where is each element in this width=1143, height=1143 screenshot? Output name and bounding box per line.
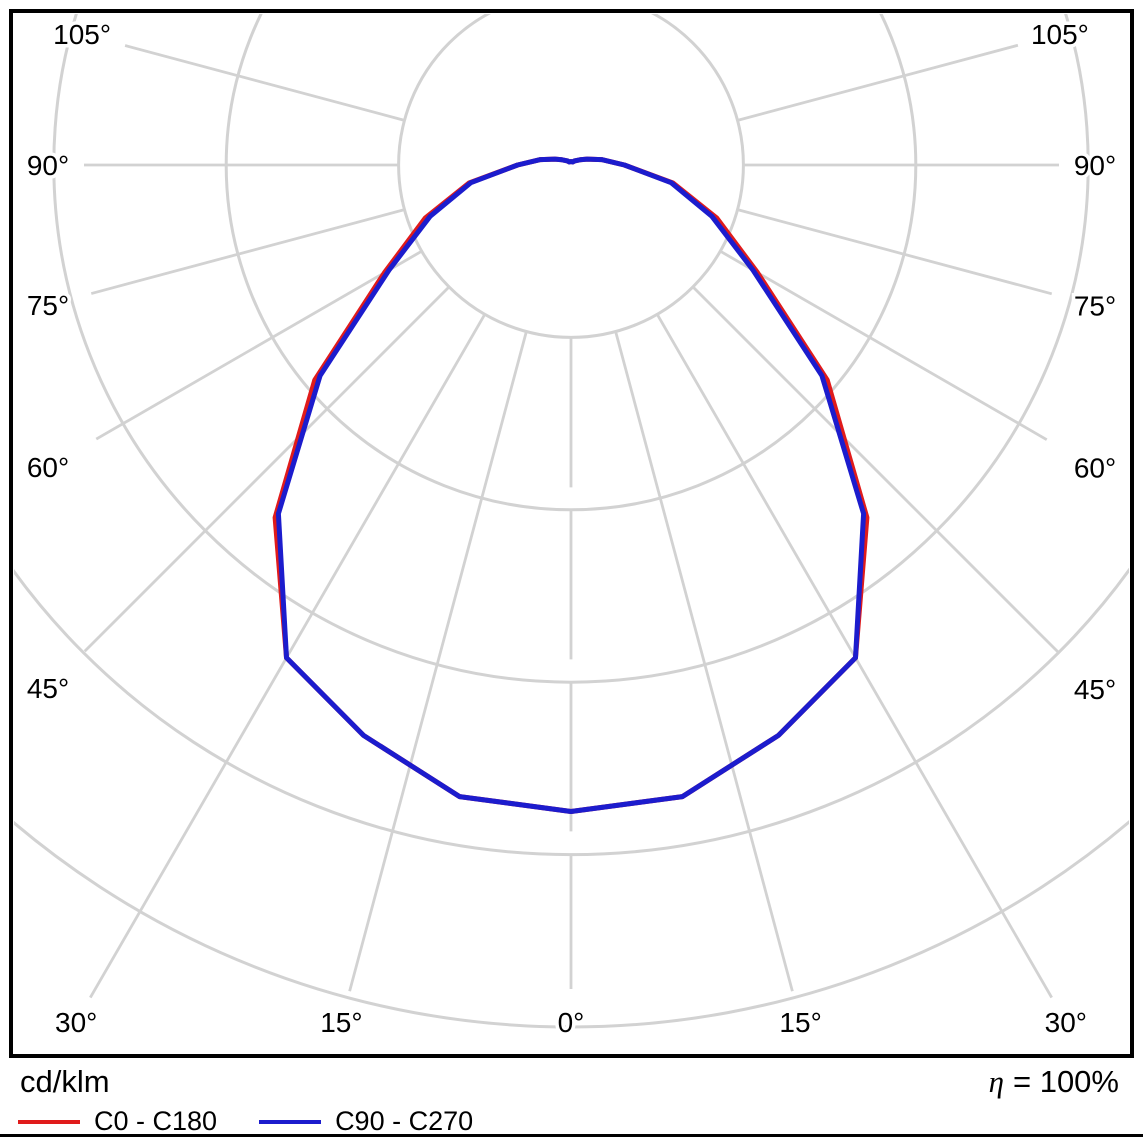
angle-label: 15° [320,1007,362,1038]
grid-radial-line [737,43,1019,122]
grid-radial-line [83,285,451,653]
angle-label: 75° [1074,290,1116,321]
grid-radial-line [124,44,405,122]
legend-label-c0-c180: C0 - C180 [94,1106,218,1136]
unit-label: cd/klm [20,1064,110,1099]
angle-label: 105° [53,19,111,50]
curve-c90-c270 [275,156,867,814]
angle-label: 30° [1045,1007,1087,1038]
polar-chart: 0° 15° 15° 30° 30° 45° 45° 60° 60° 75° 75° 90° 90° 10… [9,9,1134,1058]
angle-label: 30° [55,1007,97,1038]
angle-label: 90° [27,150,69,181]
angle-label: 90° [1074,150,1116,181]
grid-ring [14,819,1129,1029]
footer-row: cd/klm η = 100% [20,1064,1119,1100]
bottom-rule [0,1134,1143,1137]
efficiency-label: η = 100% [989,1064,1119,1100]
chart-footer: cd/klm η = 100% C0 - C180 C90 - C270 [0,1060,1143,1143]
angle-label: 45° [1074,674,1116,705]
angle-label: 60° [1074,453,1116,484]
angle-label: 15° [779,1007,821,1038]
grid-radial-line [348,331,528,992]
legend-label-c90-c270: C90 - C270 [335,1106,474,1136]
legend-swatch-c90-c270-icon [259,1119,322,1124]
angle-label: 105° [1031,19,1089,50]
legend-item-c90-c270: C90 - C270 [259,1106,473,1137]
grid-radial-line [614,331,794,992]
grid-radial-line [737,208,1053,296]
grid-radial-line [95,249,423,441]
legend-swatch-c0-c180-icon [18,1119,80,1124]
grid-radial-line [691,285,1060,654]
legend-item-c0-c180: C0 - C180 [18,1106,217,1137]
eta-symbol: η [988,1064,1004,1099]
grid-radial-line [90,208,405,295]
legend: C0 - C180 C90 - C270 [18,1106,515,1137]
angle-label: 75° [27,290,69,321]
grid-radial-line [719,249,1048,441]
eta-value: = 100% [1012,1064,1119,1099]
angle-label: 0° [558,1007,585,1038]
angle-label: 60° [27,452,69,483]
polar-chart-area: 0° 15° 15° 30° 30° 45° 45° 60° 60° 75° 75° 90° 90° 10… [9,9,1134,1058]
angle-label: 45° [27,673,69,704]
